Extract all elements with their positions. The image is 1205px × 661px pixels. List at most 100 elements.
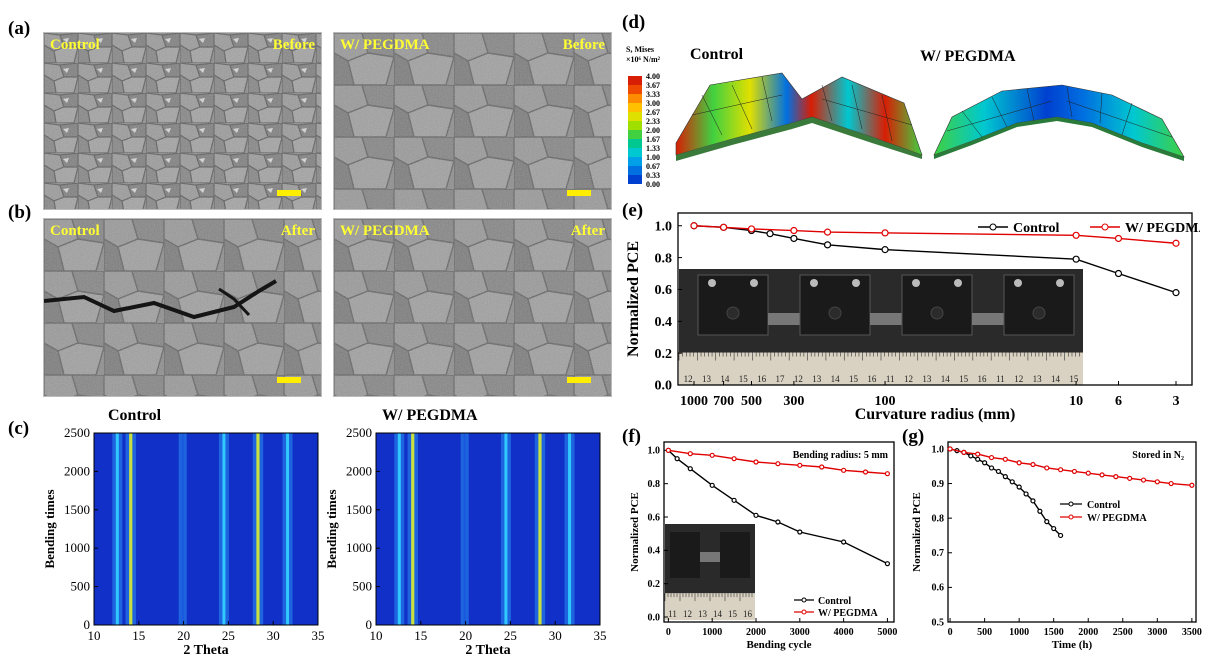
legend-marker <box>1068 514 1074 520</box>
x-tick-label: 1000 <box>680 394 708 409</box>
data-point <box>1168 480 1174 487</box>
x-tick-label: 2000 <box>746 627 766 638</box>
fea-title-pegdma: W/ PEGDMA <box>920 48 1016 65</box>
ruler-label: 15 <box>959 374 969 384</box>
legend-swatch <box>628 121 642 130</box>
screw <box>810 279 818 287</box>
y-tick-label: 2000 <box>346 463 372 478</box>
heatmap-title-pegdma: W/ PEGDMA <box>382 407 478 424</box>
data-point <box>841 467 847 473</box>
y-tick-label: 1.0 <box>648 446 661 457</box>
y-tick-label: 0.0 <box>648 612 661 623</box>
legend-marker <box>1068 501 1074 507</box>
data-point <box>1044 519 1050 525</box>
data-point <box>1016 460 1022 466</box>
ruler-label: 11 <box>996 374 1005 384</box>
data-point <box>1058 467 1064 473</box>
legend-swatch <box>628 76 642 85</box>
x-tick-label: 10 <box>1069 394 1083 409</box>
sem-image-pegdma-after: W/ PEGDMA After <box>333 218 612 397</box>
ruler-label: 14 <box>941 374 951 384</box>
legend-value: 0.67 <box>646 162 660 171</box>
legend-label: Control <box>1087 500 1120 511</box>
ruler-label: 15 <box>728 609 738 619</box>
clamp-block <box>720 532 750 578</box>
sem-label-state: Before <box>562 37 605 53</box>
ruler-label: 13 <box>702 374 712 384</box>
ruler-label: 14 <box>831 374 841 384</box>
data-point <box>988 454 995 461</box>
data-point <box>1002 456 1008 462</box>
scale-bar <box>277 377 301 383</box>
data-point <box>947 446 953 452</box>
panel-label-e: (e) <box>622 200 644 221</box>
ruler-label: 12 <box>794 374 803 384</box>
panel-label-d: (d) <box>622 12 646 33</box>
x-tick-label: 0 <box>948 627 953 638</box>
x-axis-title: 2 Theta <box>183 643 228 658</box>
data-point <box>709 482 715 488</box>
diffraction-peak <box>504 433 508 625</box>
screw <box>852 279 860 287</box>
legend-label: W/ PEGDMA <box>1125 221 1200 236</box>
legend-swatch <box>628 166 642 175</box>
data-point <box>766 230 774 238</box>
panel-label-a: (a) <box>8 18 31 39</box>
screw <box>954 279 962 287</box>
data-point <box>1037 508 1043 514</box>
data-point <box>687 451 693 457</box>
ruler-label: 11 <box>668 609 677 619</box>
data-point <box>1016 484 1022 490</box>
data-point <box>841 539 847 545</box>
spring <box>768 313 800 325</box>
data-point <box>1023 491 1029 497</box>
data-point <box>982 460 988 466</box>
x-tick-label: 10 <box>370 628 383 643</box>
legend-marker <box>801 597 807 603</box>
clamp-hole <box>930 306 944 320</box>
x-tick-label: 300 <box>783 394 804 409</box>
stress-legend-title: S, Mises ×10⁶ N/m² <box>626 45 661 64</box>
data-point <box>884 561 891 567</box>
x-tick-label: 1000 <box>702 627 722 638</box>
sem-label-sample: Control <box>50 37 100 53</box>
x-axis-title: Curvature radius (mm) <box>855 406 1016 423</box>
data-point <box>1113 474 1119 480</box>
legend-swatch <box>628 175 642 184</box>
x-tick-label: 500 <box>977 627 992 638</box>
y-tick-label: 1500 <box>64 502 90 517</box>
x-tick-label: 6 <box>1115 394 1122 409</box>
fea-models <box>675 72 1185 161</box>
x-tick-label: 2500 <box>1113 627 1133 638</box>
x-tick-label: 5000 <box>877 627 897 638</box>
y-tick-label: 0.6 <box>655 283 673 298</box>
data-point <box>775 519 781 525</box>
legend-label: Control <box>818 596 851 607</box>
data-point <box>709 452 715 458</box>
data-point <box>1085 470 1091 476</box>
x-tick-label: 100 <box>875 394 896 409</box>
x-tick-label: 10 <box>88 628 101 643</box>
legend-value: 3.00 <box>646 99 660 108</box>
ruler-label: 16 <box>978 374 988 384</box>
data-point <box>1030 498 1036 504</box>
fea-pegdma-model <box>933 84 1185 161</box>
data-point <box>1127 475 1133 481</box>
screw <box>1056 279 1064 287</box>
data-point <box>1114 269 1123 278</box>
y-tick-label: 0.4 <box>655 315 673 330</box>
scale-bar <box>567 377 591 383</box>
y-tick-label: 0.2 <box>648 579 661 590</box>
data-point <box>1154 479 1160 485</box>
data-point <box>719 223 728 231</box>
y-tick-label: 2500 <box>346 425 372 440</box>
legend-label: Control <box>1013 221 1060 236</box>
x-axis-title: Bending cycle <box>746 639 811 651</box>
x-tick-label: 3500 <box>1182 627 1202 638</box>
ruler-label: 15 <box>1069 374 1079 384</box>
ruler-label: 14 <box>720 374 730 384</box>
legend-value: 1.00 <box>646 153 660 162</box>
data-point <box>775 461 781 467</box>
data-point <box>1072 231 1080 239</box>
diffraction-peak <box>129 433 133 625</box>
